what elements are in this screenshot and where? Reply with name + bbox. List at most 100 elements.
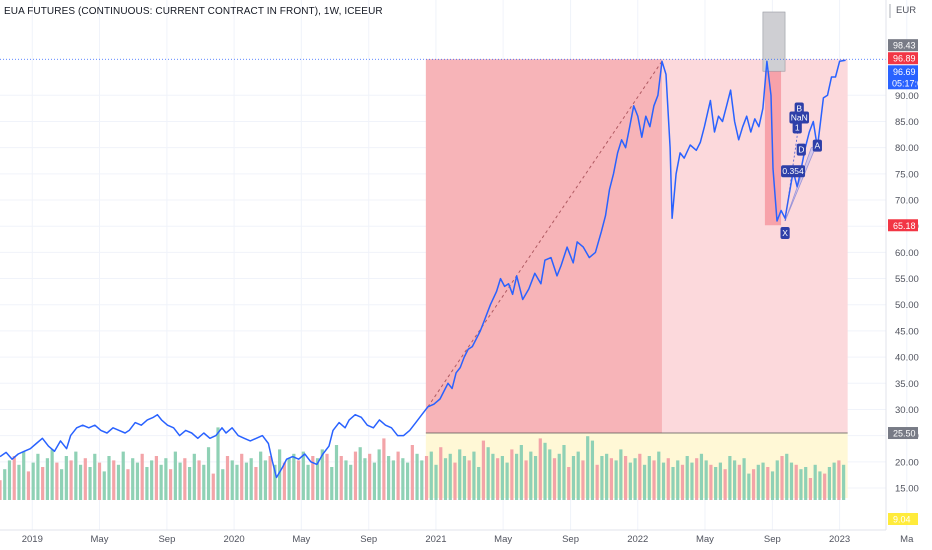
chart-title: EUA FUTURES (CONTINUOUS: CURRENT CONTRAC…: [4, 6, 383, 17]
price-tag-label: 65.18: [893, 221, 916, 231]
volume-bar: [55, 462, 59, 500]
volume-bar: [652, 460, 656, 500]
price-tag-label: 25.50: [893, 429, 916, 439]
volume-bar: [581, 460, 585, 500]
volume-bar: [311, 456, 315, 500]
volume-bar: [723, 469, 727, 500]
volume-bar: [737, 464, 741, 500]
volume-bar: [832, 462, 836, 500]
volume-bar: [36, 453, 40, 500]
volume-bar: [799, 469, 803, 500]
volume-bar: [477, 467, 481, 500]
volume-bar: [116, 464, 121, 500]
volume-bar: [766, 467, 770, 500]
volume-bar: [638, 453, 642, 500]
volume-bars: [0, 427, 846, 500]
volume-bar: [794, 464, 798, 500]
volume-bar: [206, 447, 211, 500]
volume-bar: [192, 453, 196, 500]
volume-bar: [837, 460, 841, 500]
volume-bar: [661, 462, 666, 500]
y-tick-label: 60.00: [895, 248, 919, 259]
volume-bar: [775, 460, 779, 500]
x-tick-label: May: [696, 534, 714, 545]
volume-bar: [633, 458, 637, 500]
price-tag-bg: [888, 52, 918, 65]
volume-bar: [695, 458, 699, 500]
volume-bar: [600, 456, 604, 500]
volume-bar: [510, 449, 514, 500]
price-tag-bg: [888, 65, 918, 90]
volume-bar: [415, 453, 419, 500]
volume-bar: [605, 453, 609, 500]
volume-bar: [443, 458, 448, 500]
volume-bar: [3, 469, 7, 500]
y-tick-label: 55.00: [895, 274, 919, 285]
volume-bar: [576, 451, 580, 500]
x-tick-label: May: [494, 534, 512, 545]
price-tag-bg: [888, 427, 918, 440]
volume-bar: [491, 453, 495, 500]
y-tick-label: 75.00: [895, 169, 919, 180]
price-tag-label: 9.04: [893, 515, 911, 525]
volume-bar: [69, 460, 73, 500]
volume-bar: [320, 449, 324, 500]
volume-bar: [45, 458, 49, 500]
volume-bar: [126, 469, 130, 500]
volume-bar: [410, 445, 414, 500]
volume-bar: [685, 456, 689, 500]
point-label-nan: NaN: [791, 112, 808, 122]
price-tag-countdown: 05:17:02: [892, 78, 927, 88]
volume-bar: [0, 480, 2, 500]
volume-bar: [486, 447, 490, 500]
volume-bar: [671, 467, 675, 500]
volume-bar: [102, 471, 106, 500]
volume-bar: [614, 460, 618, 500]
volume-bar: [60, 469, 64, 500]
y-tick-label: 80.00: [895, 143, 919, 154]
volume-bar: [420, 460, 424, 500]
x-tick-label: 2023: [829, 534, 850, 545]
volume-bar: [619, 449, 623, 500]
volume-bar: [164, 458, 168, 500]
volume-bar: [263, 460, 268, 500]
volume-bar: [481, 440, 486, 500]
volume-bar: [306, 464, 310, 500]
y-tick-label: 85.00: [895, 117, 919, 128]
volume-bar: [680, 464, 685, 500]
point-label-d-bg: [796, 143, 806, 156]
volume-bar: [254, 467, 258, 500]
y-tick-label: 35.00: [895, 379, 919, 390]
point-label-a: A: [815, 141, 821, 151]
volume-bar: [704, 460, 708, 500]
volume-bar: [88, 467, 92, 500]
volume-bar: [93, 453, 97, 500]
volume-bar: [472, 451, 476, 500]
price-tag-label: 96.69: [893, 67, 916, 77]
volume-bar: [12, 456, 16, 500]
volume-bar: [514, 453, 519, 500]
volume-bar: [240, 453, 244, 500]
volume-bar: [150, 460, 154, 500]
volume-bar: [287, 458, 291, 500]
volume-bar: [368, 453, 372, 500]
volume-bar: [496, 458, 500, 500]
volume-bar: [808, 478, 813, 500]
volume-bar: [169, 469, 173, 500]
volume-bar: [112, 460, 116, 500]
price-tag-label: 96.89: [893, 54, 916, 64]
price-tag-bg: [888, 39, 918, 52]
volume-bar: [742, 458, 746, 500]
volume-bar: [823, 473, 827, 500]
volume-bar: [259, 451, 263, 500]
volume-bar: [377, 449, 381, 500]
volume-bar: [567, 467, 571, 500]
volume-bar: [363, 458, 367, 500]
volume-bar: [216, 427, 220, 500]
volume-bar: [557, 453, 561, 500]
volume-bar: [183, 458, 187, 500]
volume-bar: [74, 451, 78, 500]
